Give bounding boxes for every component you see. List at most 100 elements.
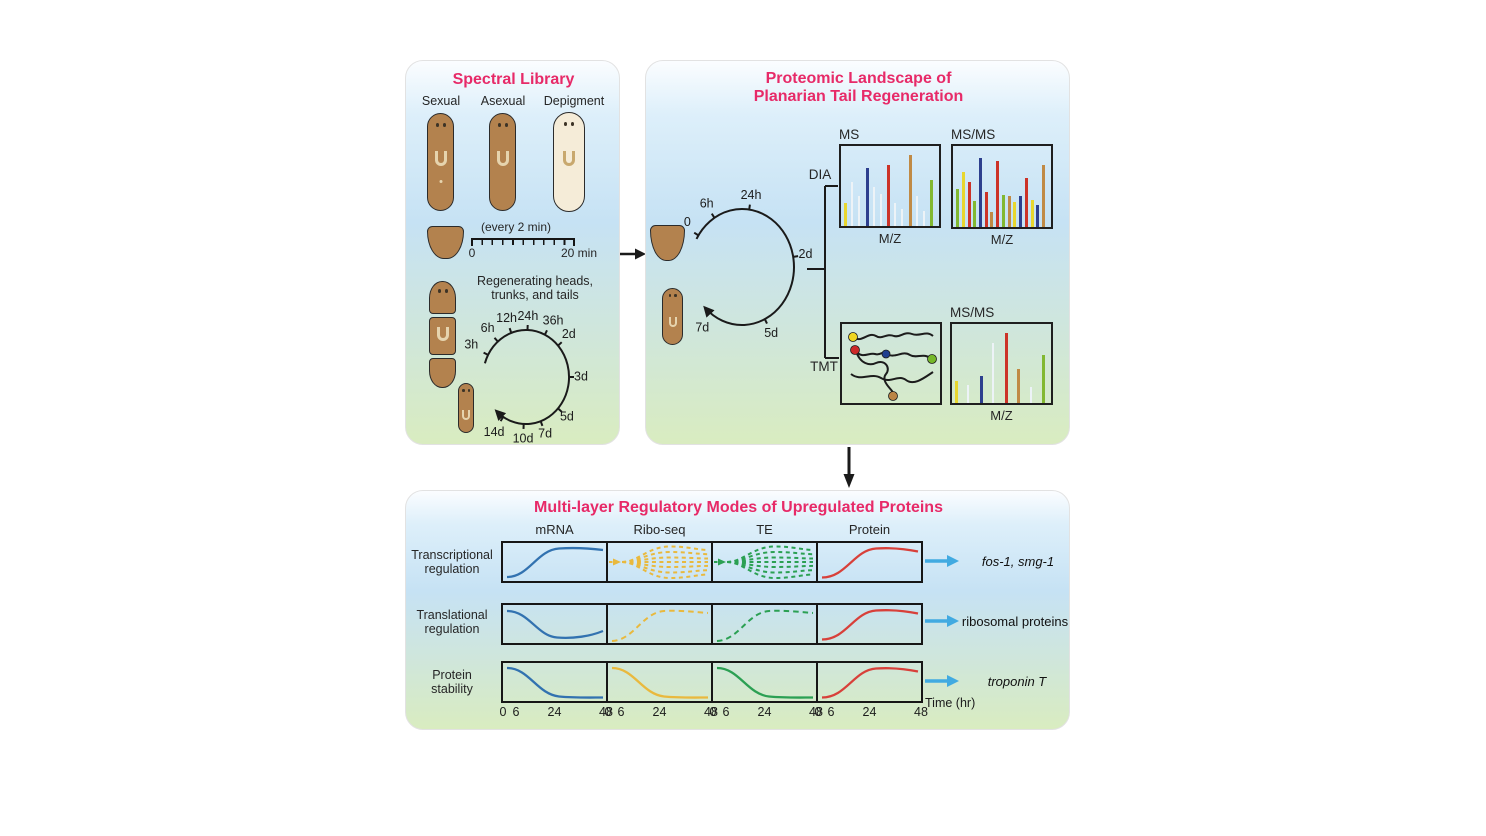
spectrum-bar <box>1030 200 1034 227</box>
spectrum-bar <box>978 157 982 227</box>
time-axis-tick: 6 <box>617 705 625 719</box>
ruler-start-label: 0 <box>468 246 476 260</box>
clock-timepoint-label: 6h <box>700 196 714 210</box>
spectrum-bar <box>1017 368 1021 403</box>
spectrum-bar <box>990 211 994 227</box>
panel-title-proteomic-line2: Planarian Tail Regeneration <box>753 88 964 105</box>
column-header-te: TE <box>756 522 773 537</box>
worm-label-depigment: Depigment <box>543 94 605 108</box>
output-arrow-icon <box>925 675 959 687</box>
eye-dot <box>668 294 671 297</box>
expression-curve <box>611 609 709 642</box>
time-axis-tick: 48 <box>914 705 928 719</box>
time-axis-tick: 24 <box>652 705 667 719</box>
spectrum-bar <box>894 203 897 226</box>
panel-title-proteomic-line1: Proteomic Landscape of <box>765 70 952 87</box>
fan-dashed-curve <box>726 561 814 580</box>
spectrum-bar <box>1024 177 1028 227</box>
regen-caption-line1: Regenerating heads, <box>476 274 594 288</box>
clock-tick <box>493 337 499 343</box>
clock-tick <box>543 329 548 336</box>
arrow-right-icon <box>620 248 646 260</box>
spectrum-bar <box>908 154 912 226</box>
sampling-interval-note: (every 2 min) <box>480 220 551 234</box>
eye-dot <box>435 123 439 127</box>
peptide-squiggle <box>852 332 934 341</box>
expression-curve <box>506 546 604 579</box>
regulation-grid-cell <box>501 541 608 583</box>
planarian-asexual <box>489 113 516 211</box>
ruler-end-label: 20 min <box>560 246 598 260</box>
eye-dot <box>442 123 446 127</box>
sigmoid-curve <box>821 667 919 699</box>
time-axis-tick: 6 <box>512 705 520 719</box>
sampling-timepoint-clock: 0 6h 24h 2d 5d 7d <box>684 185 839 359</box>
spectrum-bar <box>930 180 933 226</box>
fan-dashed-curve <box>726 545 814 563</box>
spectrum-bar <box>887 165 890 226</box>
expression-curve <box>611 666 709 699</box>
clock-arc <box>695 208 795 326</box>
spectrum-bar <box>844 203 847 226</box>
clock-tick <box>499 416 505 422</box>
output-arrow-icon <box>925 615 959 627</box>
worm-eyes <box>428 123 453 127</box>
row-label-translational-2: regulation <box>424 622 480 636</box>
worm-head-fragment <box>429 281 456 314</box>
time-axis-tick: 0 <box>709 705 717 719</box>
row-label-protein-stability-2: stability <box>431 682 473 696</box>
clock-arc <box>483 329 570 426</box>
spectrum-bar <box>1013 202 1017 227</box>
worm-eyes <box>430 289 455 293</box>
spectrum-bar <box>992 343 995 403</box>
tmt-tag-dot <box>881 349 891 359</box>
peptide-squiggle <box>850 371 934 384</box>
spectrum-bar <box>858 195 861 226</box>
spectrum-bar <box>984 191 988 227</box>
clock-timepoint-label: 5d <box>560 410 574 424</box>
clock-timepoint-label: 10d <box>513 431 534 445</box>
regenerated-worm <box>458 383 474 433</box>
row-label-protein-stability-1: Protein <box>432 668 472 682</box>
clock-timepoint-label: 3h <box>464 337 478 351</box>
clock-timepoint-label: 7d <box>538 427 552 441</box>
pharynx-mark <box>434 151 447 166</box>
pharynx-mark <box>496 151 509 166</box>
ms-mz-axis-label: M/Z <box>878 231 902 246</box>
spectrum-bar <box>1042 355 1045 403</box>
spectrum-bar <box>901 209 904 226</box>
clock-tick <box>483 351 489 356</box>
spectrum-bar <box>996 160 1000 227</box>
tmt-tag-dot <box>888 391 898 401</box>
regulation-grid-cell <box>711 541 818 583</box>
expression-curve <box>506 666 604 699</box>
fan-dashed-curve <box>621 561 709 569</box>
eye-dot <box>437 289 441 293</box>
peptide-squiggle <box>885 352 932 360</box>
clock-timepoint-label: 5d <box>764 326 778 340</box>
fan-dashed-curve <box>621 550 709 563</box>
clock-timepoint-label: 36h <box>543 314 564 328</box>
tmt-tag-dot <box>850 345 860 355</box>
clock-tick <box>693 231 699 237</box>
worm-label-asexual: Asexual <box>480 94 526 108</box>
spectrum-bar <box>865 168 869 226</box>
regulation-grid-cell <box>501 661 608 703</box>
fan-dashed-curve <box>621 545 709 563</box>
panel-spectral-library: Spectral Library Sexual Asexual Depigmen… <box>405 60 620 445</box>
eye-dot <box>564 122 567 126</box>
amputated-tail-fragment <box>427 226 464 259</box>
pharynx-mark <box>563 151 575 166</box>
sigmoid-curve <box>506 609 604 640</box>
regulation-grid-cell <box>606 541 713 583</box>
tmt-labeled-peptides <box>848 332 937 401</box>
clock-timepoint-label: 24h <box>517 309 538 323</box>
clock-timepoint-label: 2d <box>799 247 813 261</box>
clock-timepoint-label: 7d <box>695 320 709 334</box>
sigmoid-curve <box>611 666 709 699</box>
eye-dot <box>467 389 470 392</box>
worm-eyes <box>490 123 515 127</box>
spectrum-bar <box>956 188 959 227</box>
spectrum-bar <box>967 385 970 403</box>
